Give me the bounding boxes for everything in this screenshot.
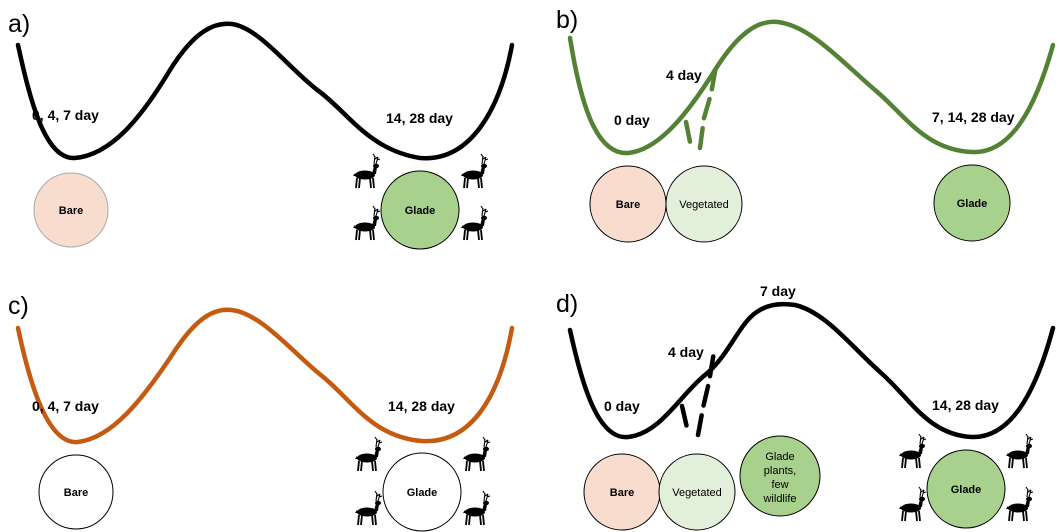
panel-a-bare-state — [33, 172, 109, 248]
deer-icon — [354, 436, 383, 472]
panel-c-right-label: 14, 28 day — [388, 398, 455, 414]
panel-c-glade-label: Glade — [407, 487, 438, 499]
panel-d-mid-label: 4 day — [668, 344, 704, 360]
panel-b-bare-label: Bare — [616, 199, 640, 211]
panel-d-letter: d) — [556, 290, 578, 318]
panel-b-vegetated-state — [665, 165, 743, 243]
deer-icon — [354, 490, 383, 526]
panel-a-right-label: 14, 28 day — [386, 110, 453, 126]
deer-icon — [1005, 486, 1034, 522]
panel-b-glade-label: Glade — [957, 198, 988, 210]
panel-d-dashed-path — [679, 349, 717, 438]
panel-c-bare-label: Bare — [64, 487, 88, 499]
panel-c-landscape-curve — [15, 307, 515, 445]
panel-d-glade-state — [926, 449, 1006, 529]
panel-b-left-label: 0 day — [614, 112, 650, 128]
deer-icon — [898, 433, 927, 469]
panel-b-dashed-path — [683, 63, 719, 151]
deer-icon — [462, 436, 491, 472]
panel-a-letter: a) — [8, 10, 30, 38]
panel-d-right-label: 14, 28 day — [932, 397, 999, 413]
panel-a-left-label: 0, 4, 7 day — [32, 107, 99, 123]
deer-icon — [352, 153, 381, 189]
panel-a: a) 0, 4, 7 day 14, 28 day Bare Glade — [8, 10, 515, 250]
panel-a-glade-label: Glade — [405, 205, 436, 217]
panel-d-peak-label: 7 day — [760, 283, 796, 299]
panel-b-right-label: 7, 14, 28 day — [932, 109, 1015, 125]
panel-a-bare-label: Bare — [59, 205, 83, 217]
panel-b-letter: b) — [556, 6, 578, 34]
deer-icon — [460, 205, 489, 241]
panel-d-left-label: 0 day — [604, 398, 640, 414]
panel-b-landscape-curve — [567, 19, 1056, 156]
panel-c-glade-state — [382, 452, 462, 532]
panel-b-vegetated-label: Vegetated — [679, 199, 729, 211]
deer-icon — [1005, 433, 1034, 469]
panel-c: c) 0, 4, 7 day 14, 28 day Bare Glade — [8, 292, 515, 532]
panel-d-vegetated-state — [658, 453, 736, 531]
panel-d: d) 7 day 4 day 0 day 14, 28 day Bare Veg… — [556, 283, 1056, 531]
panel-d-glade-plants-line-2: plants, — [764, 465, 796, 477]
panel-c-bare-state — [38, 454, 114, 530]
deer-icon — [352, 205, 381, 241]
panel-b-glade-state — [933, 164, 1011, 242]
panel-a-landscape-curve — [15, 21, 515, 161]
panel-d-glade-plants-state — [739, 435, 821, 517]
deer-icon — [898, 486, 927, 522]
panel-d-glade-plants-line-3: few — [771, 479, 788, 491]
panel-b-mid-label: 4 day — [666, 67, 702, 83]
panel-c-letter: c) — [8, 292, 29, 320]
panel-d-vegetated-label: Vegetated — [672, 487, 722, 499]
panel-a-glade-state — [380, 170, 460, 250]
deer-icon — [460, 153, 489, 189]
panel-d-glade-label: Glade — [951, 484, 982, 496]
panel-d-glade-plants-line-4: wildlife — [762, 493, 796, 505]
panel-b: b) 4 day 0 day 7, 14, 28 day Bare Vegeta… — [556, 6, 1056, 243]
panel-d-bare-label: Bare — [610, 487, 634, 499]
panel-d-glade-plants-line-1: Glade — [765, 451, 794, 463]
panel-d-landscape-curve — [567, 301, 1056, 440]
panel-c-left-label: 0, 4, 7 day — [32, 398, 99, 414]
deer-icon — [462, 490, 491, 526]
